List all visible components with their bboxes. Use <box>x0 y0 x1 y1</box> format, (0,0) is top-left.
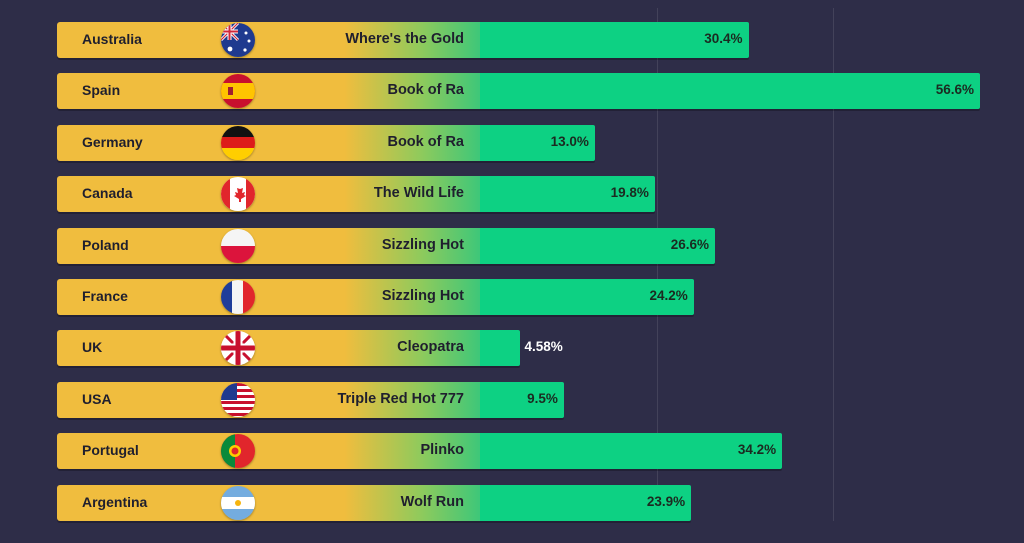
game-label: The Wild Life <box>373 185 464 202</box>
category-label-bar <box>57 227 480 264</box>
game-label: Where's the Gold <box>345 31 464 47</box>
game-label: Wolf Run <box>400 493 464 510</box>
country-label: Canada <box>82 185 133 202</box>
value-label: 34.2% <box>737 442 777 458</box>
gridline <box>656 8 658 521</box>
value-label: 24.2% <box>649 288 688 303</box>
value-bar <box>480 124 595 161</box>
value-bar <box>480 227 715 264</box>
value-label: 13.0% <box>550 133 589 149</box>
flag-spain-icon <box>221 74 255 109</box>
value-label: 56.6% <box>935 82 974 98</box>
chart-row: Australia Where's the Gold 30.4% <box>0 22 1024 58</box>
value-bar <box>480 330 521 367</box>
chart-row: Spain Book of Ra 56.6% <box>0 73 1024 110</box>
category-label-bar <box>57 73 480 110</box>
country-label: Spain <box>82 82 121 99</box>
country-label: Portugal <box>82 442 139 459</box>
game-label: Book of Ra <box>387 133 464 150</box>
chart-row: Canada The Wild Life 19.8% <box>0 176 1024 213</box>
category-label-bar <box>57 22 480 58</box>
flag-canada-icon <box>221 177 255 212</box>
value-bar <box>480 22 749 58</box>
category-label-bar <box>57 330 480 367</box>
category-label-bar <box>57 433 480 470</box>
flag-poland-icon <box>221 228 255 263</box>
category-label-bar <box>57 381 480 418</box>
value-label: 19.8% <box>610 185 649 201</box>
value-label: 26.6% <box>670 236 709 252</box>
country-label: Germany <box>82 133 143 150</box>
flag-usa-icon <box>221 382 255 417</box>
game-label: Triple Red Hot 777 <box>337 390 464 407</box>
chart-row: Germany Book of Ra 13.0% <box>0 124 1024 161</box>
chart-row: USA Triple Red Hot 777 9.5% <box>0 381 1024 418</box>
flag-germany-icon <box>221 125 255 160</box>
category-label-bar <box>57 124 480 161</box>
value-bar <box>480 176 655 213</box>
country-label: France <box>82 288 128 304</box>
value-bar <box>480 73 980 110</box>
chart-row: France Sizzling Hot 24.2% <box>0 279 1024 315</box>
value-label: 4.58% <box>524 339 563 355</box>
country-label: USA <box>82 390 112 407</box>
value-label: 9.5% <box>527 390 558 406</box>
game-label: Sizzling Hot <box>381 288 464 304</box>
country-label: Australia <box>82 31 142 47</box>
game-label: Sizzling Hot <box>381 236 464 253</box>
value-bar <box>480 279 694 315</box>
game-label: Book of Ra <box>387 82 464 99</box>
value-label: 30.4% <box>704 31 743 46</box>
game-label: Plinko <box>420 442 464 459</box>
flag-france-icon <box>221 280 255 314</box>
gridline <box>833 8 835 521</box>
chart-row: Argentina Wolf Run 23.9% <box>0 484 1024 521</box>
value-bar <box>480 381 564 418</box>
country-label: Poland <box>82 236 129 253</box>
flag-argentina-icon <box>221 485 255 520</box>
value-label: 23.9% <box>646 493 686 509</box>
value-bar <box>480 484 692 521</box>
flag-australia-icon <box>221 23 255 57</box>
chart-row: Portugal Plinko 34.2% <box>0 433 1024 470</box>
category-label-bar <box>57 176 480 213</box>
game-label: Cleopatra <box>397 339 464 356</box>
country-label: Argentina <box>82 493 148 510</box>
category-label-bar <box>57 484 480 521</box>
chart-row: Poland Sizzling Hot 26.6% <box>0 227 1024 264</box>
category-label-bar <box>57 279 480 315</box>
chart-row: UK Cleopatra 4.58% <box>0 330 1024 367</box>
country-label: UK <box>82 339 103 356</box>
flag-portugal-icon <box>221 434 255 469</box>
value-bar <box>480 433 783 470</box>
